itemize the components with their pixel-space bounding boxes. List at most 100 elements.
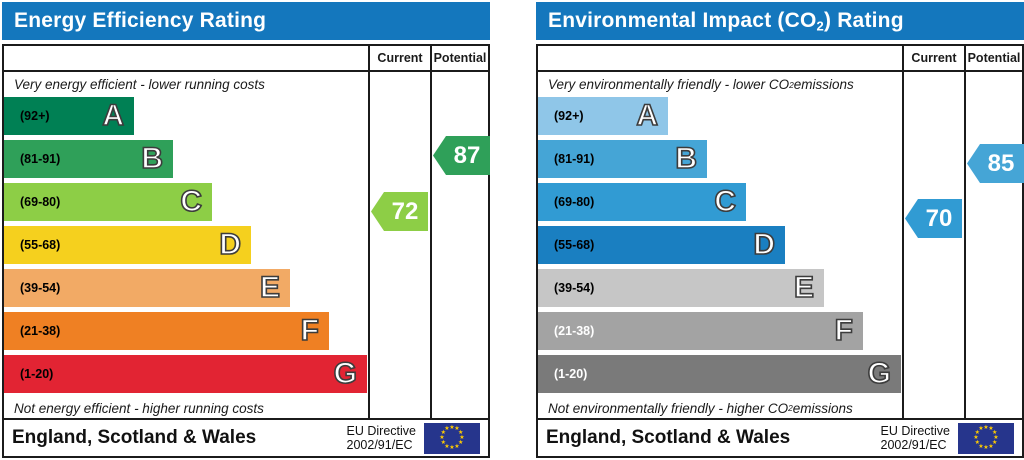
bottom-note: Not environmentally friendly - higher CO…	[548, 400, 853, 416]
current-column-header: Current	[368, 46, 430, 70]
band-row-f: (21-38) F	[538, 312, 902, 355]
current-rating-value: 72	[391, 197, 419, 225]
eu-flag-star: ★	[991, 440, 998, 446]
band-range-label: (39-54)	[20, 281, 61, 295]
energy-efficiency-title: Energy Efficiency Rating	[2, 2, 490, 40]
eu-flag-star: ★	[457, 430, 464, 436]
eu-flag-star: ★	[993, 435, 999, 441]
current-column	[368, 72, 430, 418]
bottom-note: Not energy efficient - higher running co…	[14, 400, 264, 416]
band-row-c: (69-80) C	[4, 183, 368, 226]
eu-flag-star: ★	[449, 445, 455, 451]
band-range-label: (1-20)	[20, 367, 54, 381]
eu-flag-star: ★	[439, 435, 445, 441]
band-row-e: (39-54) E	[538, 269, 902, 312]
eu-flag-star: ★	[988, 426, 994, 433]
current-column-header: Current	[902, 46, 964, 70]
band-letter: B	[141, 142, 164, 175]
environmental-impact-title: Environmental Impact (CO2) Rating	[536, 2, 1024, 40]
band-bar-f: (21-38) F	[538, 312, 863, 350]
band-row-g: (1-20) G	[4, 355, 368, 398]
band-bar-a: (92+) A	[538, 97, 668, 135]
band-row-e: (39-54) E	[4, 269, 368, 312]
band-range-label: (92+)	[554, 109, 584, 123]
band-letter: F	[300, 314, 320, 347]
band-scale-area: Very energy efficient - lower running co…	[4, 72, 368, 418]
band-letter: C	[714, 185, 737, 218]
eu-flag-star: ★	[973, 435, 979, 441]
current-column	[902, 72, 964, 418]
band-letter: A	[636, 99, 659, 132]
band-letter: E	[259, 271, 281, 304]
table-body: Very environmentally friendly - lower CO…	[538, 72, 1022, 418]
potential-rating-value: 85	[987, 149, 1015, 177]
eu-flag-star: ★	[449, 425, 455, 431]
potential-rating-arrow: 87	[433, 136, 490, 175]
band-range-label: (81-91)	[554, 152, 595, 166]
eu-flag-star: ★	[454, 426, 460, 433]
band-bar-e: (39-54) E	[538, 269, 824, 307]
band-range-label: (39-54)	[554, 281, 595, 295]
table-header-row: Current Potential	[538, 46, 1022, 72]
eu-flag-star: ★	[440, 440, 447, 446]
band-bar-g: (1-20) G	[538, 355, 901, 393]
band-row-c: (69-80) C	[538, 183, 902, 226]
band-range-label: (1-20)	[554, 367, 588, 381]
band-letter: G	[867, 357, 892, 390]
region-label: England, Scotland & Wales	[546, 427, 791, 448]
band-list: (92+) A (81-91) B (69-80) C (55-68) D (39-54) E (2…	[538, 97, 902, 398]
band-letter: D	[753, 228, 776, 261]
band-letter: B	[675, 142, 698, 175]
eu-flag-star: ★	[978, 443, 984, 450]
band-bar-d: (55-68) D	[538, 226, 785, 264]
current-rating-arrow: 70	[905, 199, 962, 238]
top-note: Very environmentally friendly - lower CO…	[548, 77, 854, 92]
band-range-label: (69-80)	[20, 195, 61, 209]
band-row-f: (21-38) F	[4, 312, 368, 355]
band-list: (92+) A (81-91) B (69-80) C (55-68) D (39-54) E (2…	[4, 97, 368, 398]
title-text: Environmental Impact (CO2) Rating	[548, 8, 904, 34]
title-text: Energy Efficiency Rating	[14, 8, 267, 32]
band-bar-d: (55-68) D	[4, 226, 251, 264]
region-label: England, Scotland & Wales	[12, 427, 257, 448]
band-row-b: (81-91) B	[538, 140, 902, 183]
eu-flag-star: ★	[444, 443, 450, 450]
table-footer: England, Scotland & Wales EU Directive 2…	[538, 418, 1022, 456]
potential-rating-arrow: 85	[967, 144, 1024, 183]
table-footer: England, Scotland & Wales EU Directive 2…	[4, 418, 488, 456]
eu-flag-star: ★	[440, 430, 447, 436]
band-bar-c: (69-80) C	[4, 183, 212, 221]
band-bar-c: (69-80) C	[538, 183, 746, 221]
eu-flag-star: ★	[974, 430, 981, 436]
eu-flag-star: ★	[459, 435, 465, 441]
band-letter: C	[180, 185, 203, 218]
band-range-label: (55-68)	[554, 238, 595, 252]
eu-flag-star: ★	[983, 445, 989, 451]
eu-flag-icon: ★ ★ ★ ★ ★ ★ ★ ★ ★ ★ ★ ★	[424, 422, 480, 454]
eu-flag-star: ★	[974, 440, 981, 446]
eu-flag-star: ★	[454, 443, 460, 450]
energy-efficiency-panel: Energy Efficiency Rating Current Potenti…	[2, 2, 490, 460]
band-range-label: (55-68)	[20, 238, 61, 252]
top-note: Very energy efficient - lower running co…	[14, 77, 265, 92]
band-row-b: (81-91) B	[4, 140, 368, 183]
potential-column-header: Potential	[430, 46, 488, 70]
band-scale-area: Very environmentally friendly - lower CO…	[538, 72, 902, 418]
band-row-d: (55-68) D	[4, 226, 368, 269]
potential-rating-value: 87	[453, 141, 481, 169]
band-range-label: (21-38)	[554, 324, 595, 338]
eu-directive-label: EU Directive 2002/91/EC	[880, 423, 950, 452]
band-bar-b: (81-91) B	[4, 140, 173, 178]
band-letter: D	[219, 228, 242, 261]
current-rating-value: 70	[925, 204, 953, 232]
eu-flag-star: ★	[978, 426, 984, 433]
band-range-label: (21-38)	[20, 324, 61, 338]
eu-flag-star: ★	[457, 440, 464, 446]
band-letter: F	[834, 314, 854, 347]
band-bar-b: (81-91) B	[538, 140, 707, 178]
rating-table: Current Potential Very environmentally f…	[536, 44, 1024, 458]
eu-flag-star: ★	[991, 430, 998, 436]
band-row-a: (92+) A	[538, 97, 902, 140]
header-spacer-cell	[538, 46, 902, 70]
